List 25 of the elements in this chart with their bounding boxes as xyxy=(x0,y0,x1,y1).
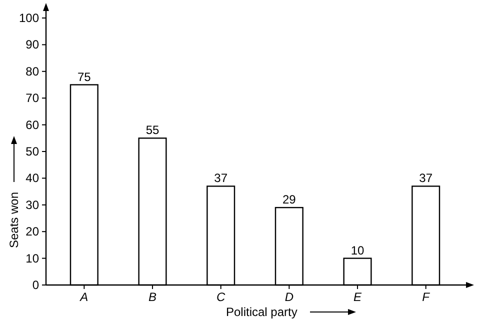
data-label: 10 xyxy=(350,243,364,258)
x-tick-label: E xyxy=(353,290,362,304)
y-tick-label: 80 xyxy=(26,64,40,78)
data-label: 55 xyxy=(146,123,160,138)
x-tick-label: C xyxy=(216,290,226,304)
y-tick-label: 60 xyxy=(26,118,40,132)
y-tick-label: 100 xyxy=(18,11,40,25)
x-tick-label: F xyxy=(422,290,430,304)
y-tick-label: 90 xyxy=(26,38,40,52)
x-axis-title: Political party xyxy=(226,305,298,319)
y-tick-label: 50 xyxy=(26,144,40,158)
y-tick-label: 30 xyxy=(26,198,40,212)
y-tick-label: 10 xyxy=(26,251,40,266)
y-tick-label: 70 xyxy=(26,91,40,106)
data-label: 29 xyxy=(282,192,296,207)
x-tick-label: D xyxy=(284,290,294,304)
x-tick-label: B xyxy=(148,290,157,304)
y-tick-label: 0 xyxy=(32,278,40,292)
data-label: 37 xyxy=(214,171,228,186)
y-axis-title: Seats won xyxy=(7,192,21,248)
data-label: 37 xyxy=(419,171,433,186)
x-tick-label: A xyxy=(79,290,88,304)
y-tick-label: 20 xyxy=(26,224,40,239)
y-tick-label: 40 xyxy=(26,171,40,186)
data-label: 75 xyxy=(77,70,92,84)
